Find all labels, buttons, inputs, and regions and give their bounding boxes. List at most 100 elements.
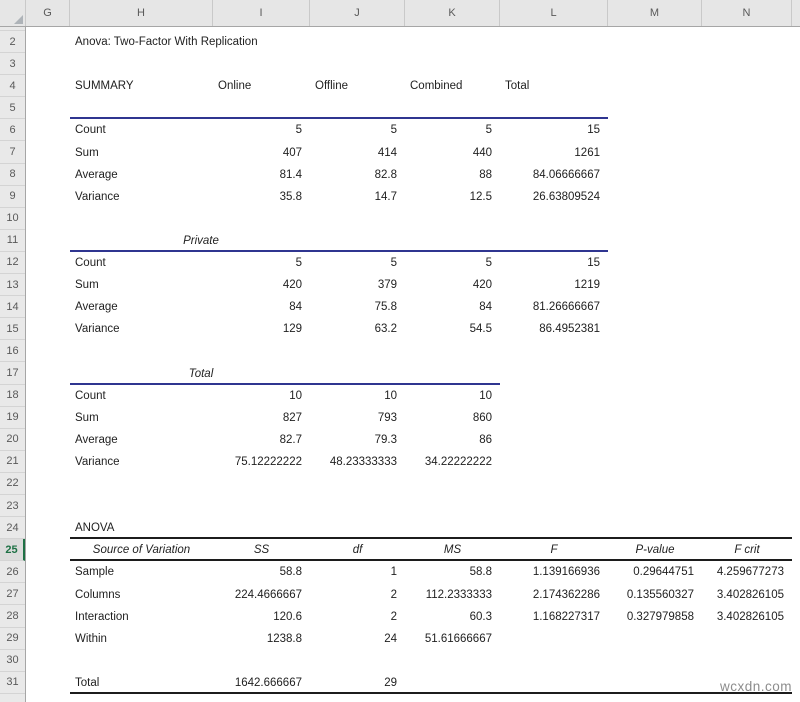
cell-grid[interactable]: wcxdn.com Anova: Two-Factor With Replica… [26,27,800,702]
row-header-28[interactable]: 28 [0,605,25,628]
cell-I8[interactable]: 81.4 [279,168,302,181]
row-header-5[interactable]: 5 [0,97,25,120]
cell-J29[interactable]: 24 [384,632,397,645]
cell-J21[interactable]: 48.23333333 [329,455,397,468]
cell-J18[interactable]: 10 [384,389,397,402]
column-header-I[interactable]: I [213,0,310,26]
cell-J12[interactable]: 5 [390,257,397,270]
row-header-4[interactable]: 4 [0,75,25,98]
cell-I12[interactable]: 5 [295,257,302,270]
cell-I25[interactable]: SS [253,544,270,557]
cell-H29[interactable]: Within [75,632,107,645]
cell-H2[interactable]: Anova: Two-Factor With Replication [75,36,258,49]
cell-H12[interactable]: Count [75,257,106,270]
column-header-G[interactable]: G [26,0,70,26]
column-header-N[interactable]: N [702,0,792,26]
cell-I9[interactable]: 35.8 [279,190,302,203]
row-header-19[interactable]: 19 [0,406,25,429]
cell-H4[interactable]: SUMMARY [75,80,134,93]
row-header-29[interactable]: 29 [0,627,25,650]
cell-H21[interactable]: Variance [75,455,120,468]
cell-L12[interactable]: 15 [587,257,600,270]
cell-L27[interactable]: 2.174362286 [532,588,600,601]
cell-H28[interactable]: Interaction [75,610,129,623]
cell-J13[interactable]: 379 [377,279,397,292]
cell-H7[interactable]: Sum [75,146,99,159]
cell-I7[interactable]: 407 [282,146,302,159]
row-header-20[interactable]: 20 [0,428,25,451]
row-header-8[interactable]: 8 [0,163,25,186]
cell-L7[interactable]: 1261 [574,146,600,159]
cell-H13[interactable]: Sum [75,279,99,292]
row-header-31[interactable]: 31 [0,671,25,694]
cell-K18[interactable]: 10 [479,389,492,402]
row-header-18[interactable]: 18 [0,384,25,407]
select-all-corner[interactable] [0,0,26,26]
row-header-30[interactable]: 30 [0,649,25,672]
column-header-partial[interactable] [792,0,800,26]
row-header-2[interactable]: 2 [0,31,25,54]
column-header-K[interactable]: K [405,0,500,26]
cell-M26[interactable]: 0.29644751 [633,566,694,579]
row-header-6[interactable]: 6 [0,119,25,142]
column-header-M[interactable]: M [608,0,702,26]
cell-N27[interactable]: 3.402826105 [716,588,784,601]
cell-L15[interactable]: 86.4952381 [539,323,600,336]
cell-J9[interactable]: 14.7 [374,190,397,203]
cell-K28[interactable]: 60.3 [469,610,492,623]
row-header-11[interactable]: 11 [0,229,25,252]
cell-K14[interactable]: 84 [479,301,492,314]
cell-HI17[interactable]: Total [188,367,214,380]
cell-M28[interactable]: 0.327979858 [626,610,694,623]
cell-L4[interactable]: Total [505,80,530,93]
row-header-7[interactable]: 7 [0,141,25,164]
row-header-15[interactable]: 15 [0,318,25,341]
cell-H8[interactable]: Average [75,168,118,181]
cell-N28[interactable]: 3.402826105 [716,610,784,623]
row-header-26[interactable]: 26 [0,561,25,584]
cell-H27[interactable]: Columns [75,588,121,601]
cell-H6[interactable]: Count [75,124,106,137]
cell-K9[interactable]: 12.5 [469,190,492,203]
cell-I18[interactable]: 10 [289,389,302,402]
row-header-27[interactable]: 27 [0,583,25,606]
cell-I29[interactable]: 1238.8 [266,632,302,645]
cell-J7[interactable]: 414 [377,146,397,159]
cell-L9[interactable]: 26.63809524 [532,190,600,203]
row-header-17[interactable]: 17 [0,362,25,385]
row-header-24[interactable]: 24 [0,517,25,540]
cell-K4[interactable]: Combined [410,80,463,93]
cell-K8[interactable]: 88 [479,168,492,181]
cell-L28[interactable]: 1.168227317 [532,610,600,623]
cell-L6[interactable]: 15 [587,124,600,137]
cell-I20[interactable]: 82.7 [279,433,302,446]
cell-L26[interactable]: 1.139166936 [532,566,600,579]
cell-K20[interactable]: 86 [479,433,492,446]
column-header-J[interactable]: J [310,0,405,26]
row-header-14[interactable]: 14 [0,296,25,319]
cell-N25[interactable]: F crit [734,544,760,557]
cell-K6[interactable]: 5 [485,124,492,137]
cell-I14[interactable]: 84 [289,301,302,314]
row-header-3[interactable]: 3 [0,53,25,76]
row-header-22[interactable]: 22 [0,472,25,495]
cell-H26[interactable]: Sample [75,566,114,579]
cell-K19[interactable]: 860 [472,411,492,424]
row-header-23[interactable]: 23 [0,494,25,518]
cell-J31[interactable]: 29 [384,676,397,689]
row-header-25[interactable]: 25 [0,539,25,562]
cell-J14[interactable]: 75.8 [374,301,397,314]
cell-J25[interactable]: df [352,544,363,557]
cell-I26[interactable]: 58.8 [279,566,302,579]
cell-I19[interactable]: 827 [282,411,302,424]
column-header-L[interactable]: L [500,0,608,26]
cell-N26[interactable]: 4.259677273 [716,566,784,579]
cell-K29[interactable]: 51.61666667 [424,632,492,645]
cell-I27[interactable]: 224.4666667 [234,588,302,601]
cell-M25[interactable]: P-value [635,544,675,557]
cell-L13[interactable]: 1219 [574,279,600,292]
cell-J8[interactable]: 82.8 [374,168,397,181]
row-header-16[interactable]: 16 [0,340,25,363]
cell-I15[interactable]: 129 [282,323,302,336]
cell-J28[interactable]: 2 [390,610,397,623]
